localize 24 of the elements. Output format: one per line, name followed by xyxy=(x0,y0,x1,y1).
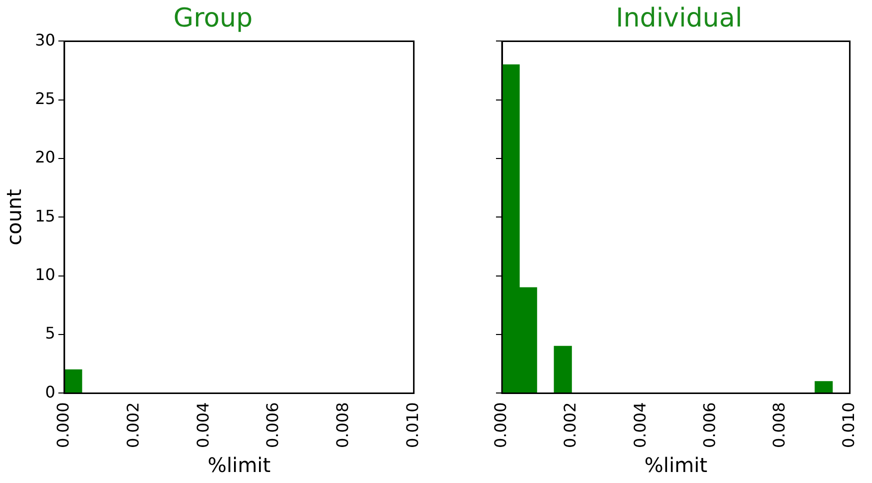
x-tick-label: 0.004 xyxy=(630,402,650,448)
chart-title: Group xyxy=(173,3,253,34)
y-tick-label: 0 xyxy=(45,382,56,402)
x-tick-label: 0.006 xyxy=(700,402,719,448)
x-tick-label: 0.002 xyxy=(560,402,580,448)
y-tick-label: 5 xyxy=(45,324,56,343)
chart-title: Individual xyxy=(616,3,742,34)
x-tick-label: 0.004 xyxy=(193,402,212,448)
y-tick-label: 30 xyxy=(35,30,56,50)
x-tick-label: 0.010 xyxy=(838,402,858,448)
y-tick-label: 15 xyxy=(35,206,56,226)
y-tick-label: 20 xyxy=(35,148,56,167)
x-tick-label: 0.008 xyxy=(769,402,788,448)
x-tick-label: 0.002 xyxy=(123,402,142,448)
x-axis-title: %limit xyxy=(208,453,271,478)
x-tick-label: 0.010 xyxy=(402,402,422,448)
x-axis-title: %limit xyxy=(644,453,708,478)
x-tick-label: 0.000 xyxy=(54,402,73,448)
x-tick-label: 0.000 xyxy=(491,402,510,448)
y-tick-label: 25 xyxy=(35,89,56,108)
x-tick-label: 0.006 xyxy=(263,402,282,448)
y-axis-title: count xyxy=(2,188,26,246)
y-tick-label: 10 xyxy=(35,265,56,284)
x-tick-label: 0.008 xyxy=(333,402,352,448)
